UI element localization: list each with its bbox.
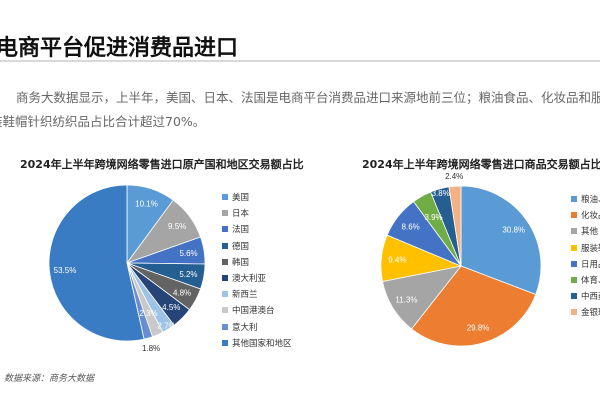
legend-swatch bbox=[571, 260, 577, 267]
legend-label: 韩国 bbox=[232, 257, 250, 268]
legend-swatch bbox=[222, 275, 228, 282]
legend-swatch bbox=[222, 291, 228, 298]
legend-label: 新西兰 bbox=[232, 290, 258, 301]
data-label: 9.5% bbox=[168, 222, 186, 231]
legend-origin: 美国日本法国德国韩国澳大利亚新西兰中国港澳台意大利其他国家和地区 bbox=[222, 189, 292, 351]
legend-label: 美国 bbox=[232, 193, 250, 204]
legend-label: 服装鞋帽、 bbox=[581, 243, 600, 254]
chart-title-goods: 2024年上半年跨境网络零售进口商品交易额占比 bbox=[362, 158, 600, 171]
legend-item: 新西兰 bbox=[222, 286, 292, 302]
legend-goods: 粮油、食品化妆品其他服装鞋帽、日用品体育、娱乐中西药品金银珠宝 bbox=[571, 191, 600, 321]
legend-swatch bbox=[222, 226, 228, 233]
legend-swatch bbox=[222, 258, 228, 265]
pie-slice bbox=[460, 185, 542, 296]
legend-item: 意大利 bbox=[222, 319, 292, 335]
legend-item: 中国港澳台 bbox=[222, 302, 292, 318]
data-label: 1.8% bbox=[142, 344, 160, 353]
legend-item: 其他国家和地区 bbox=[222, 335, 292, 351]
legend-swatch bbox=[222, 210, 228, 217]
legend-swatch bbox=[571, 196, 577, 203]
data-label: 53.5% bbox=[54, 266, 77, 275]
source-note: 数据来源：商务大数据 bbox=[4, 374, 95, 384]
pie-slice bbox=[411, 265, 537, 347]
data-label: 3.9% bbox=[424, 213, 442, 222]
legend-item: 粮油、食品 bbox=[571, 191, 600, 207]
legend-swatch bbox=[222, 323, 228, 330]
legend-swatch bbox=[222, 194, 228, 201]
data-label: 2.3% bbox=[139, 309, 157, 318]
data-label: 2.7% bbox=[157, 322, 175, 331]
legend-swatch bbox=[571, 309, 577, 316]
legend-label: 中西药品 bbox=[581, 292, 600, 303]
legend-label: 粮油、食品 bbox=[581, 195, 600, 206]
chart-title-origin: 2024年上半年跨境网络零售进口原产国和地区交易额占比 bbox=[20, 158, 304, 171]
legend-label: 日用品 bbox=[581, 259, 600, 270]
legend-item: 澳大利亚 bbox=[222, 270, 292, 286]
legend-item: 服装鞋帽、 bbox=[571, 240, 600, 256]
legend-label: 澳大利亚 bbox=[232, 274, 267, 285]
legend-label: 德国 bbox=[232, 241, 250, 252]
legend-item: 日用品 bbox=[571, 256, 600, 272]
legend-label: 其他国家和地区 bbox=[232, 338, 292, 349]
data-label: 2.4% bbox=[445, 172, 463, 181]
page-title: 电商平台促进消费品进口 bbox=[0, 36, 239, 61]
data-label: 5.2% bbox=[179, 270, 197, 279]
legend-swatch bbox=[222, 242, 228, 249]
legend-swatch bbox=[571, 228, 577, 235]
legend-item: 法国 bbox=[222, 221, 292, 237]
legend-item: 韩国 bbox=[222, 254, 292, 270]
data-label: 4.5% bbox=[162, 303, 180, 312]
legend-item: 中西药品 bbox=[571, 288, 600, 304]
legend-swatch bbox=[571, 212, 577, 219]
data-label: 30.8% bbox=[502, 226, 525, 235]
legend-swatch bbox=[571, 277, 577, 284]
legend-item: 化妆品 bbox=[571, 207, 600, 223]
legend-swatch bbox=[571, 293, 577, 300]
legend-swatch bbox=[571, 244, 577, 251]
legend-swatch bbox=[222, 307, 228, 314]
data-label: 8.6% bbox=[402, 222, 420, 231]
legend-item: 其他 bbox=[571, 223, 600, 239]
title-divider bbox=[0, 60, 600, 62]
legend-label: 法国 bbox=[232, 225, 250, 236]
pie-slice bbox=[48, 184, 145, 342]
data-label: 4.8% bbox=[173, 288, 191, 297]
legend-item: 金银珠宝 bbox=[571, 304, 600, 320]
data-label: 5.6% bbox=[179, 249, 197, 258]
legend-item: 德国 bbox=[222, 238, 292, 254]
legend-label: 其他 bbox=[581, 227, 599, 238]
legend-label: 意大利 bbox=[232, 322, 258, 333]
legend-label: 日本 bbox=[232, 209, 250, 220]
legend-label: 化妆品 bbox=[581, 211, 600, 222]
legend-item: 美国 bbox=[222, 189, 292, 205]
legend-label: 体育、娱乐 bbox=[581, 276, 600, 287]
data-label: 3.8% bbox=[432, 189, 450, 198]
legend-label: 金银珠宝 bbox=[581, 308, 600, 319]
data-label: 11.3% bbox=[395, 295, 417, 304]
data-label: 10.1% bbox=[135, 200, 158, 209]
summary-paragraph: 商务大数据显示，上半年，美国、日本、法国是电商平台消费品进口来源地前三位；粮油食… bbox=[0, 90, 600, 129]
pie-slice bbox=[448, 185, 462, 267]
legend-label: 中国港澳台 bbox=[232, 306, 275, 317]
legend-swatch bbox=[222, 339, 228, 346]
legend-item: 体育、娱乐 bbox=[571, 272, 600, 288]
data-label: 9.4% bbox=[388, 256, 406, 265]
data-label: 29.8% bbox=[467, 324, 490, 333]
legend-item: 日本 bbox=[222, 205, 292, 221]
